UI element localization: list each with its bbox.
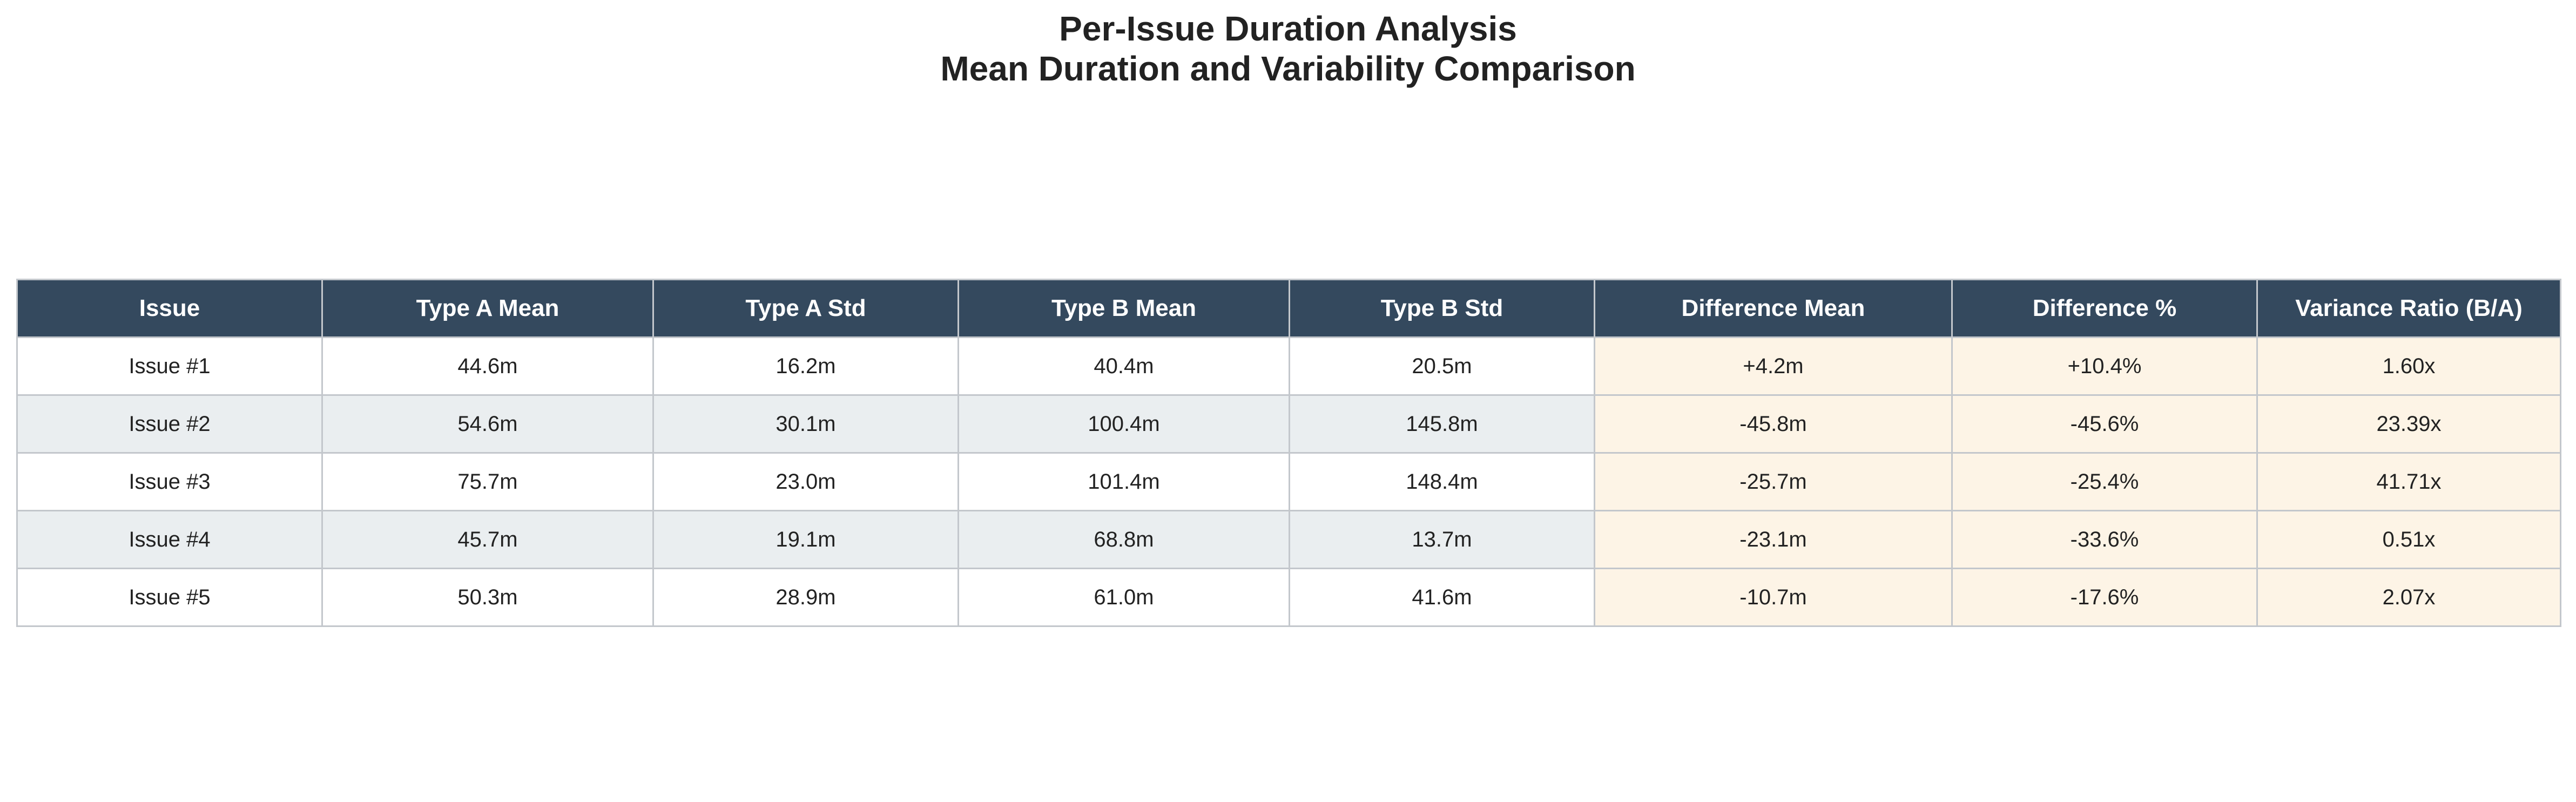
- column-header: Issue: [16, 279, 323, 338]
- table-cell: 75.7m: [321, 452, 654, 511]
- column-header: Variance Ratio (B/A): [2256, 279, 2561, 338]
- table-row: Issue #1 44.6m 16.2m 40.4m 20.5m +4.2m +…: [16, 336, 2561, 396]
- table-cell-difference: -23.1m: [1594, 510, 1953, 569]
- table-cell: 16.2m: [652, 336, 959, 396]
- table-cell-difference: -17.6%: [1951, 568, 2258, 627]
- table-cell-issue: Issue #1: [16, 336, 323, 396]
- table-cell: 28.9m: [652, 568, 959, 627]
- table-cell: 20.5m: [1289, 336, 1595, 396]
- table-cell: 45.7m: [321, 510, 654, 569]
- table-row: Issue #5 50.3m 28.9m 61.0m 41.6m -10.7m …: [16, 568, 2561, 627]
- table-cell: 50.3m: [321, 568, 654, 627]
- table-cell-difference: 2.07x: [2256, 568, 2561, 627]
- table-cell: 13.7m: [1289, 510, 1595, 569]
- table-cell-difference: -10.7m: [1594, 568, 1953, 627]
- table-cell-difference: 23.39x: [2256, 394, 2561, 454]
- table-cell: 101.4m: [957, 452, 1290, 511]
- table-cell: 68.8m: [957, 510, 1290, 569]
- column-header: Type B Std: [1289, 279, 1595, 338]
- table-cell-issue: Issue #2: [16, 394, 323, 454]
- table-cell: 40.4m: [957, 336, 1290, 396]
- chart-title: Per-Issue Duration Analysis: [1059, 9, 1517, 48]
- table-cell-difference: -45.6%: [1951, 394, 2258, 454]
- column-header: Type B Mean: [957, 279, 1290, 338]
- table-cell: 148.4m: [1289, 452, 1595, 511]
- table-cell: 23.0m: [652, 452, 959, 511]
- table-cell: 61.0m: [957, 568, 1290, 627]
- column-header: Type A Mean: [321, 279, 654, 338]
- table-cell-difference: -45.8m: [1594, 394, 1953, 454]
- table-row: Issue #2 54.6m 30.1m 100.4m 145.8m -45.8…: [16, 394, 2561, 454]
- table-header-row: Issue Type A Mean Type A Std Type B Mean…: [16, 279, 2561, 338]
- chart-subtitle: Mean Duration and Variability Comparison: [940, 49, 1636, 88]
- table-cell-issue: Issue #3: [16, 452, 323, 511]
- column-header: Difference %: [1951, 279, 2258, 338]
- table-cell-difference: -25.4%: [1951, 452, 2258, 511]
- column-header: Difference Mean: [1594, 279, 1953, 338]
- table-cell-difference: -33.6%: [1951, 510, 2258, 569]
- table-cell: 30.1m: [652, 394, 959, 454]
- table-row: Issue #4 45.7m 19.1m 68.8m 13.7m -23.1m …: [16, 510, 2561, 569]
- table-cell-difference: 41.71x: [2256, 452, 2561, 511]
- table-cell-issue: Issue #4: [16, 510, 323, 569]
- table-cell: 100.4m: [957, 394, 1290, 454]
- table-cell: 19.1m: [652, 510, 959, 569]
- chart-title-block: Per-Issue Duration Analysis Mean Duratio…: [0, 9, 2576, 89]
- table-row: Issue #3 75.7m 23.0m 101.4m 148.4m -25.7…: [16, 452, 2561, 511]
- table-cell: 54.6m: [321, 394, 654, 454]
- table-cell-difference: -25.7m: [1594, 452, 1953, 511]
- table-cell: 145.8m: [1289, 394, 1595, 454]
- table-cell-difference: 0.51x: [2256, 510, 2561, 569]
- table-cell: 44.6m: [321, 336, 654, 396]
- column-header: Type A Std: [652, 279, 959, 338]
- duration-table-container: Issue Type A Mean Type A Std Type B Mean…: [16, 279, 2561, 627]
- table-cell-difference: +10.4%: [1951, 336, 2258, 396]
- table-cell: 41.6m: [1289, 568, 1595, 627]
- duration-table: Issue Type A Mean Type A Std Type B Mean…: [16, 279, 2561, 627]
- table-cell-difference: +4.2m: [1594, 336, 1953, 396]
- table-cell-difference: 1.60x: [2256, 336, 2561, 396]
- table-cell-issue: Issue #5: [16, 568, 323, 627]
